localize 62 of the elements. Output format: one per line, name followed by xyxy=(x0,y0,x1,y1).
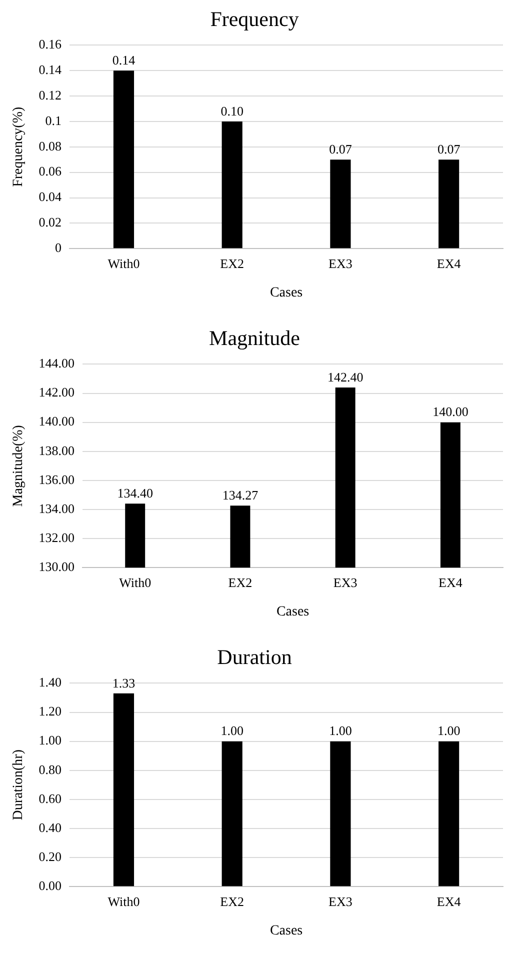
x-tick-label: With0 xyxy=(108,894,140,909)
y-tick-label: 0.12 xyxy=(38,87,62,102)
x-tick-label: With0 xyxy=(119,574,152,590)
y-tick-label: 0.40 xyxy=(38,820,62,835)
y-tick-label: 132.00 xyxy=(38,530,75,545)
data-label: 140.00 xyxy=(432,404,468,420)
bar xyxy=(113,70,134,248)
x-tick-label: EX3 xyxy=(328,894,352,909)
y-tick-label: 144.00 xyxy=(38,356,75,371)
y-tick-label: 1.20 xyxy=(38,704,62,719)
bar xyxy=(222,121,242,248)
chart-title: Frequency xyxy=(210,7,300,32)
x-tick-label: EX2 xyxy=(220,256,244,271)
x-tick-label: EX2 xyxy=(228,574,252,590)
data-label: 0.10 xyxy=(220,103,244,118)
y-tick-label: 0.20 xyxy=(38,848,62,864)
x-tick-label: EX4 xyxy=(436,256,462,271)
x-tick-label: EX4 xyxy=(438,574,463,590)
x-axis-title: Cases xyxy=(270,923,303,938)
y-tick-label: 0.06 xyxy=(38,164,62,179)
y-tick-label: 0 xyxy=(55,240,62,256)
y-tick-label: 0.00 xyxy=(38,878,62,894)
x-axis-title: Cases xyxy=(270,285,303,300)
y-tick-label: 0.14 xyxy=(38,62,62,78)
y-tick-label: 0.16 xyxy=(38,36,62,52)
data-label: 0.14 xyxy=(112,52,136,68)
x-tick-label: EX3 xyxy=(328,256,352,271)
data-label: 134.40 xyxy=(117,486,153,501)
data-label: 1.33 xyxy=(112,675,136,690)
x-tick-label: EX3 xyxy=(333,574,358,590)
y-tick-label: 0.80 xyxy=(38,762,62,777)
data-label: 0.07 xyxy=(437,142,461,157)
bar xyxy=(330,160,351,248)
y-tick-label: 138.00 xyxy=(38,442,75,458)
x-axis-title: Cases xyxy=(276,604,310,620)
y-tick-label: 140.00 xyxy=(38,414,75,429)
bar xyxy=(438,160,460,248)
y-axis-title: Magnitude(%) xyxy=(11,424,26,507)
y-axis-title: Frequency(%) xyxy=(11,106,26,187)
y-tick-label: 136.00 xyxy=(38,472,75,487)
y-tick-label: 1.40 xyxy=(38,674,62,690)
data-label: 1.00 xyxy=(220,723,244,738)
y-tick-label: 0.60 xyxy=(38,790,62,806)
y-tick-label: 1.00 xyxy=(38,732,62,748)
data-label: 1.00 xyxy=(329,723,352,738)
y-tick-label: 142.00 xyxy=(38,384,75,400)
y-axis-title: Duration(hr) xyxy=(11,749,26,820)
y-tick-label: 0.1 xyxy=(45,112,62,128)
data-label: 0.07 xyxy=(329,142,352,157)
data-label: 134.27 xyxy=(222,487,259,502)
chart-title: Duration xyxy=(217,645,292,670)
y-tick-label: 134.00 xyxy=(38,500,75,516)
x-tick-label: EX2 xyxy=(220,894,244,909)
chart-title: Magnitude xyxy=(209,326,300,350)
y-tick-label: 0.04 xyxy=(38,189,62,204)
x-tick-label: With0 xyxy=(108,256,140,271)
data-label: 142.40 xyxy=(327,369,364,384)
y-tick-label: 130.00 xyxy=(38,559,75,574)
y-tick-label: 0.02 xyxy=(38,214,62,230)
x-tick-label: EX4 xyxy=(436,894,462,909)
data-label: 1.00 xyxy=(437,723,460,738)
y-tick-label: 0.08 xyxy=(38,138,62,154)
